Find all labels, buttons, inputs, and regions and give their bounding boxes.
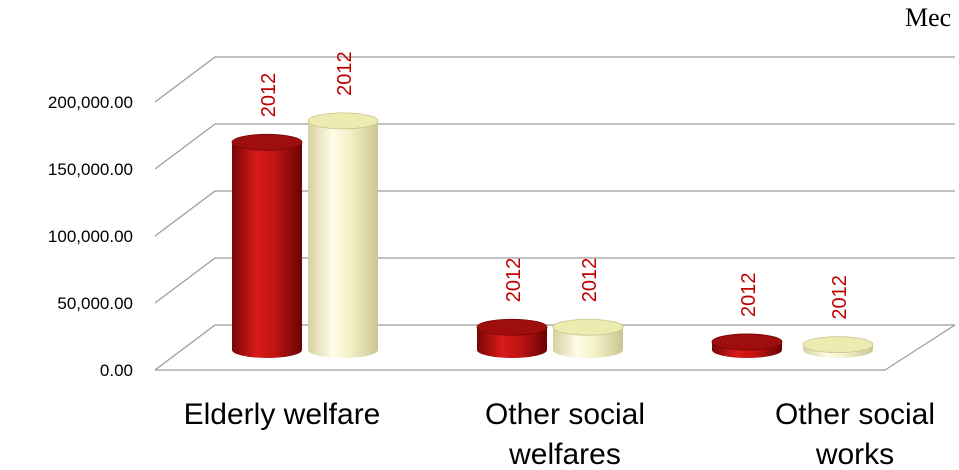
gridline bbox=[154, 257, 955, 304]
category-label: welfares bbox=[508, 438, 621, 470]
bar-cylinder bbox=[711, 333, 783, 358]
category-label: Other social bbox=[775, 398, 935, 431]
bars bbox=[231, 112, 874, 358]
gridline bbox=[154, 123, 955, 170]
floor-edge bbox=[155, 324, 956, 371]
y-tick-label: 0.00 bbox=[100, 361, 133, 380]
category-label: Elderly welfare bbox=[184, 398, 381, 431]
y-tick-label: 50,000.00 bbox=[57, 294, 133, 313]
bar-cylinder bbox=[802, 336, 874, 358]
bar-cylinder bbox=[552, 318, 624, 358]
bar-data-label: 2012 bbox=[503, 258, 525, 303]
gridlines bbox=[154, 56, 956, 371]
y-tick-label: 150,000.00 bbox=[48, 160, 133, 179]
bar-data-label: 2012 bbox=[829, 275, 851, 320]
category-label: works bbox=[815, 438, 894, 470]
bar-data-label: 2012 bbox=[738, 272, 760, 317]
bar-cylinder bbox=[307, 112, 379, 358]
bar-data-label: 2012 bbox=[258, 73, 280, 118]
bar-cylinder bbox=[476, 318, 548, 358]
gridline bbox=[154, 190, 955, 237]
y-axis-tick-labels: 0.00 50,000.00 100,000.00 150,000.00 200,000… bbox=[48, 93, 133, 380]
bar-data-label: 2012 bbox=[579, 258, 601, 303]
x-axis-category-labels: Elderly welfare Other social welfares Other… bbox=[184, 398, 935, 470]
bar-cylinder bbox=[231, 133, 303, 358]
y-tick-label: 100,000.00 bbox=[48, 227, 133, 246]
y-tick-label: 200,000.00 bbox=[48, 93, 133, 112]
corner-text: Mec bbox=[905, 3, 951, 32]
data-labels: 2012 2012 2012 2012 2012 2012 bbox=[258, 51, 851, 319]
bar-data-label: 2012 bbox=[334, 51, 356, 96]
category-label: Other social bbox=[485, 398, 645, 431]
gridline bbox=[154, 56, 955, 103]
gridline bbox=[154, 324, 955, 371]
